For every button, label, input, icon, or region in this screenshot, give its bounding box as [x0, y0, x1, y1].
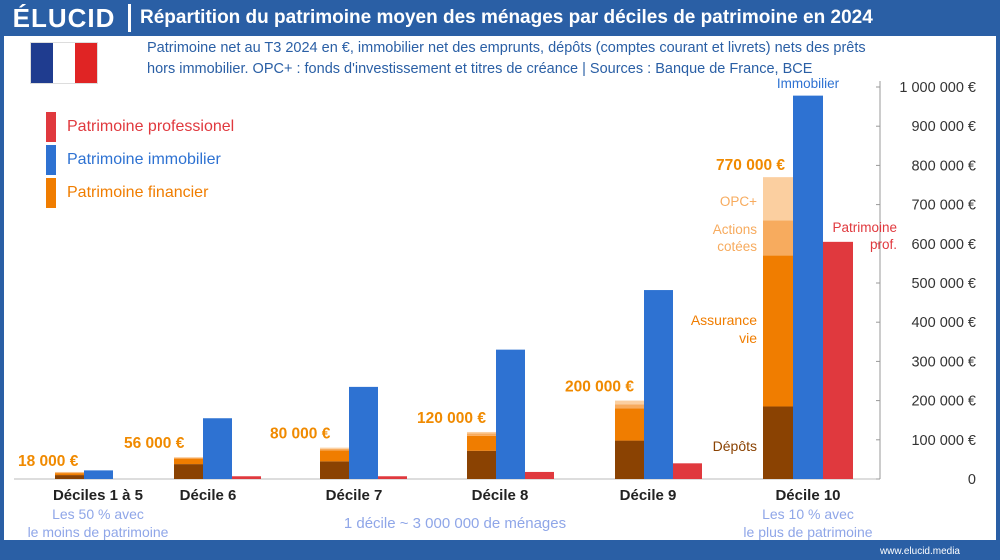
x-tick-label: Décile 7	[326, 487, 383, 504]
legend-swatch-immobilier	[46, 145, 56, 175]
bar-financier-opc	[467, 431, 496, 434]
bar-financier-assurance-vie	[615, 408, 644, 441]
data-label-financier-total: 56 000 €	[124, 435, 185, 452]
bar-financier-depots	[174, 464, 203, 479]
subtitle-line-2: hors immobilier. OPC+ : fonds d'investis…	[147, 61, 813, 77]
bar-immobilier	[793, 95, 823, 480]
data-label-financier-total: 18 000 €	[18, 453, 79, 470]
annotation-depots: Dépôts	[713, 438, 757, 454]
bar-financier-depots	[615, 440, 644, 479]
bar-immobilier	[496, 349, 525, 479]
x-tick-label: Déciles 1 à 5	[53, 487, 143, 504]
bar-financier-assurance-vie	[467, 435, 496, 451]
bar-financier-assurance-vie	[174, 458, 203, 465]
bar-financier-actions	[467, 433, 496, 436]
y-tick-label: 200 000 €	[911, 394, 976, 410]
bar-financier-opc	[174, 457, 203, 458]
x-tick-label: Décile 10	[775, 487, 840, 504]
legend-label-financier: Patrimoine financier	[67, 184, 209, 201]
note-decile-households: 1 décile ~ 3 000 000 de ménages	[344, 515, 566, 532]
bar-professionnel	[823, 241, 853, 479]
x-tick-label: Décile 8	[472, 487, 529, 504]
chart-frame	[0, 36, 1000, 544]
y-tick-label: 400 000 €	[911, 315, 976, 331]
annotation-immobilier: Immobilier	[777, 76, 840, 91]
bar-financier-actions	[615, 404, 644, 409]
bar-financier-actions	[174, 457, 203, 459]
x-tick-label: Décile 9	[620, 487, 677, 504]
annotation-actions-cotees: Actions cotées	[713, 222, 758, 254]
website-link[interactable]: www.elucid.media	[879, 546, 960, 557]
bar-immobilier	[84, 470, 113, 479]
bar-financier-depots	[467, 450, 496, 479]
bar-financier-actions	[763, 220, 793, 256]
data-label-financier-total: 200 000 €	[565, 379, 634, 396]
bar-professionnel	[232, 476, 261, 479]
flag-blue-stripe	[31, 43, 53, 83]
chart-subtitle: Patrimoine net au T3 2024 en €, immobili…	[147, 38, 977, 80]
bar-immobilier	[644, 290, 673, 479]
bar-financier-depots	[763, 406, 793, 479]
legend-label-immobilier: Patrimoine immobilier	[67, 151, 221, 168]
bar-professionnel	[673, 463, 702, 479]
note-high-group: Les 10 % avec le plus de patrimoine	[743, 506, 872, 540]
y-tick-label: 0	[968, 472, 976, 488]
bar-financier-opc	[55, 471, 84, 473]
bar-financier-depots	[320, 461, 349, 479]
legend-swatch-financier	[46, 178, 56, 208]
data-label-financier-total: 80 000 €	[270, 426, 331, 443]
note-low-group: Les 50 % avec le moins de patrimoine	[28, 506, 169, 540]
data-label-financier-total: 770 000 €	[716, 157, 785, 174]
bar-professionnel	[525, 471, 554, 479]
logo-separator	[128, 4, 131, 32]
bar-immobilier	[349, 386, 378, 479]
bar-immobilier	[203, 418, 232, 479]
header-bar	[0, 0, 1000, 36]
x-tick-label: Décile 6	[180, 487, 237, 504]
subtitle-line-1: Patrimoine net au T3 2024 en €, immobili…	[147, 40, 866, 56]
y-tick-label: 800 000 €	[911, 158, 976, 174]
france-flag-icon	[30, 42, 98, 84]
bar-financier-opc	[320, 447, 349, 449]
annotation-assurance-vie: Assurance vie	[691, 312, 757, 346]
elucid-logo[interactable]: ÉLUCID	[12, 3, 116, 33]
flag-red-stripe	[75, 43, 97, 83]
chart-title: Répartition du patrimoine moyen des ména…	[140, 7, 873, 28]
bar-financier-actions	[55, 472, 84, 474]
y-tick-label: 900 000 €	[911, 119, 976, 135]
bar-professionnel	[378, 476, 407, 479]
y-tick-label: 1 000 000 €	[899, 80, 976, 96]
bar-financier-actions	[320, 448, 349, 451]
bar-financier-assurance-vie	[763, 255, 793, 407]
bar-financier-depots	[55, 475, 84, 479]
annotation-patrimoine-prof: Patrimoine prof.	[832, 220, 897, 252]
legend-label-professionnel: Patrimoine professionel	[67, 118, 235, 135]
flag-white-stripe	[53, 43, 75, 83]
legend-swatch-professionnel	[46, 112, 56, 142]
annotation-opc: OPC+	[720, 194, 757, 209]
y-tick-label: 300 000 €	[911, 354, 976, 370]
bar-financier-opc	[763, 177, 793, 221]
y-tick-label: 500 000 €	[911, 276, 976, 292]
bar-financier-opc	[615, 400, 644, 405]
footer-bar	[0, 544, 1000, 560]
bar-financier-assurance-vie	[320, 450, 349, 462]
y-tick-label: 100 000 €	[911, 433, 976, 449]
y-tick-label: 600 000 €	[911, 237, 976, 253]
bar-financier-assurance-vie	[55, 473, 84, 476]
data-label-financier-total: 120 000 €	[417, 410, 486, 427]
y-tick-label: 700 000 €	[911, 198, 976, 214]
